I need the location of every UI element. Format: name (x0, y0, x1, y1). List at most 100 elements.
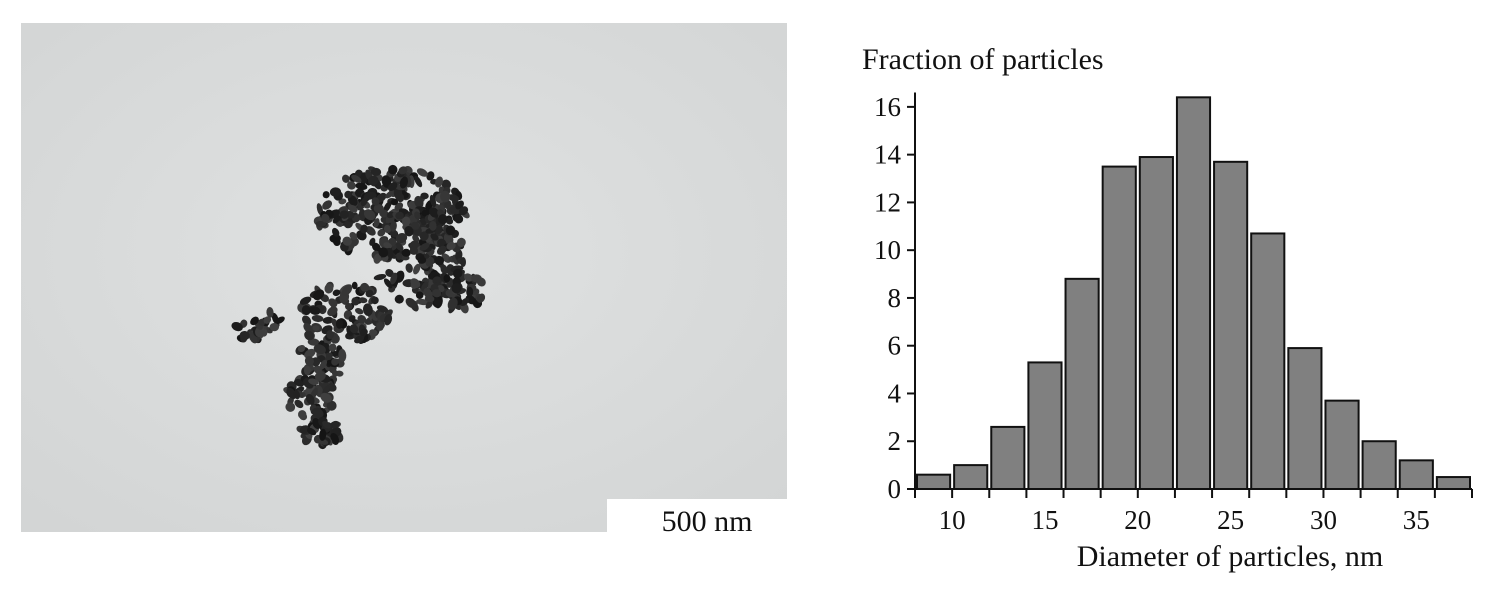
nanoparticle (383, 278, 393, 289)
nanoparticle (348, 204, 358, 213)
nanoparticle (313, 344, 326, 355)
nanoparticle (320, 392, 332, 403)
nanoparticle (416, 168, 428, 177)
x-tick-label: 15 (1031, 505, 1058, 535)
y-tick-label: 8 (888, 283, 902, 313)
nanoparticle (411, 221, 420, 230)
nanoparticle (434, 255, 445, 266)
nanoparticle (394, 242, 404, 251)
nanoparticle (460, 297, 470, 307)
nanoparticle (333, 238, 341, 246)
histogram-bar (1027, 361, 1063, 490)
nanoparticle (413, 263, 421, 275)
histogram-bar (1138, 156, 1174, 490)
nanoparticle (476, 293, 486, 303)
nanoparticle (359, 328, 368, 337)
nanoparticle (401, 216, 411, 227)
nanoparticle (373, 203, 384, 214)
nanoparticle (321, 213, 330, 223)
nanoparticle (351, 281, 358, 290)
nanoparticle (384, 314, 393, 326)
nanoparticle (357, 314, 367, 324)
nanoparticle (383, 224, 392, 234)
nanoparticle (387, 182, 398, 192)
nanoparticle (430, 233, 439, 241)
nanoparticle (405, 263, 413, 273)
nanoparticle (332, 289, 341, 297)
nanoparticle (309, 306, 321, 315)
nanoparticle (358, 297, 368, 304)
nanoparticle (455, 200, 463, 210)
histogram-bar (1435, 476, 1471, 491)
y-tick-label: 10 (874, 235, 901, 265)
histogram-bar (1250, 232, 1286, 490)
nanoparticle (339, 210, 349, 219)
nanoparticle (344, 190, 352, 199)
nanoparticle (301, 305, 311, 316)
nanoparticle (239, 330, 250, 341)
x-axis-ticks: 10 15 20 25 30 35 (914, 489, 1473, 535)
x-tick-label: 20 (1124, 505, 1151, 535)
nanoparticle (388, 164, 398, 175)
nanoparticle (421, 208, 431, 217)
nanoparticle (410, 278, 421, 288)
nanoparticle (441, 179, 452, 190)
nanoparticle (338, 348, 347, 362)
nanoparticle (416, 298, 429, 306)
tem-micrograph: 500 nm (21, 23, 787, 532)
nanoparticle (330, 433, 340, 445)
nanoparticle (328, 343, 337, 352)
nanoparticle (297, 410, 307, 419)
nanoparticle (456, 237, 466, 247)
histogram-bars (916, 96, 1471, 491)
nanoparticle (301, 315, 312, 326)
nanoparticle (385, 269, 394, 277)
nanoparticle (414, 195, 424, 209)
nanoparticle (398, 166, 408, 175)
y-axis-title: Fraction of particles (862, 43, 1104, 76)
nanoparticle (381, 175, 392, 188)
y-tick-label: 4 (888, 378, 902, 408)
nanoparticle (307, 427, 317, 436)
nanoparticle (351, 297, 360, 306)
nanoparticle (363, 209, 376, 221)
nanoparticle (355, 182, 368, 190)
nanoparticle (436, 245, 447, 255)
histogram-bar (1324, 399, 1360, 490)
nanoparticle (394, 294, 404, 304)
nanoparticle (303, 365, 311, 376)
nanoparticle (438, 214, 448, 225)
nanoparticle (299, 425, 310, 434)
nanoparticle (371, 296, 379, 305)
particle-size-histogram: 0 2 4 6 8 10 12 14 16 10 15 20 25 30 35 Fraction of p… (862, 43, 1473, 573)
histogram-bar (1175, 96, 1212, 491)
nanoparticle (360, 224, 368, 234)
y-tick-label: 0 (888, 474, 902, 504)
nanoparticle (314, 371, 326, 382)
nanoparticle (445, 217, 454, 225)
nanoparticle (304, 330, 315, 341)
nanoparticle (328, 298, 338, 308)
histogram-bar (990, 425, 1026, 490)
nanoparticle (332, 227, 340, 237)
scale-bar: 500 nm (607, 499, 787, 532)
nanoparticle (359, 208, 366, 220)
histogram-bar (916, 473, 952, 491)
histogram-bar (1398, 459, 1434, 491)
nanoparticle (311, 315, 324, 322)
nanoparticle (401, 248, 411, 257)
nanoparticle (376, 321, 384, 331)
nanoparticle (404, 226, 414, 237)
nanoparticle (349, 324, 359, 334)
nanoparticle (447, 194, 460, 202)
nanoparticle (286, 387, 297, 400)
nanoparticle (373, 273, 387, 281)
nanoparticle (345, 302, 353, 311)
nanoparticle (419, 242, 430, 251)
nanoparticle (424, 295, 435, 303)
nanoparticle (425, 300, 434, 309)
nanoparticle (426, 171, 435, 181)
nanoparticle (369, 329, 378, 336)
histogram-bar (953, 464, 989, 490)
nanoparticle (440, 264, 448, 275)
